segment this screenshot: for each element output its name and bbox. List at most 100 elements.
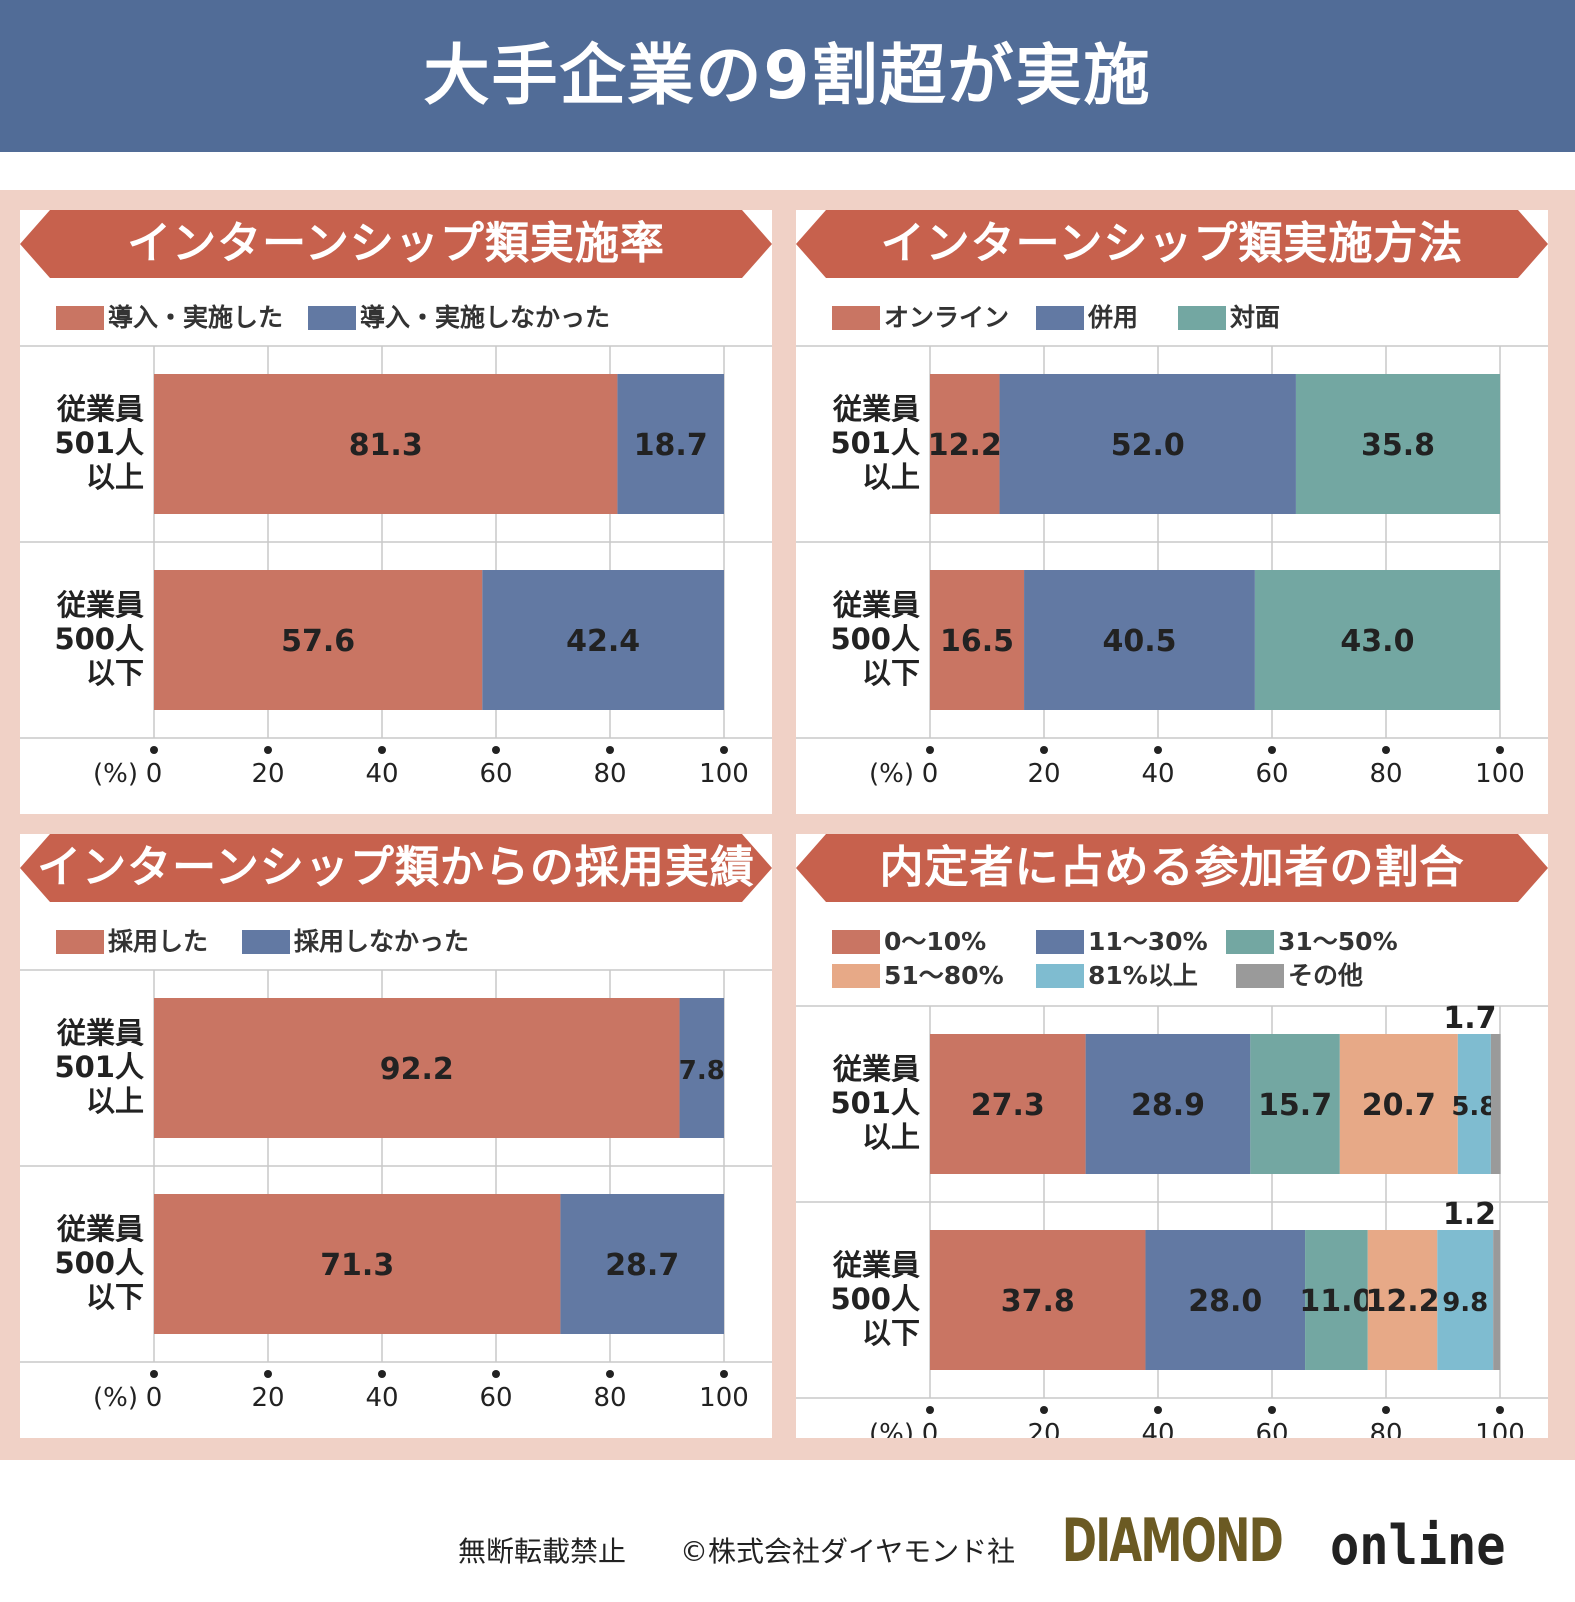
bar-segment xyxy=(1305,1230,1368,1370)
bar-segment xyxy=(482,570,724,710)
tick-label: 40 xyxy=(365,759,398,789)
row-label-line: 従業員 xyxy=(832,1248,920,1282)
data-label: 12.2 xyxy=(1366,1284,1440,1319)
copyright-text: ©株式会社ダイヤモンド社 xyxy=(680,1535,1016,1568)
data-label: 81.3 xyxy=(349,428,423,463)
chart-panel: インターンシップ類実施率 導入・実施した 導入・実施しなかった 81.3 18.7 57.… xyxy=(20,210,772,814)
tick-dot xyxy=(492,746,500,754)
row-label-line: 以下 xyxy=(861,656,920,690)
bar-segment xyxy=(154,570,483,710)
tick-dot xyxy=(150,1370,158,1378)
legend-label: 51〜80% xyxy=(884,961,1004,990)
banner-shape xyxy=(796,834,1548,902)
row-label-line: 500人 xyxy=(830,1282,920,1316)
tick-label: 100 xyxy=(1475,759,1525,789)
data-label: 28.7 xyxy=(605,1248,679,1283)
bar-segment xyxy=(1250,1034,1340,1174)
tick-dot xyxy=(606,1370,614,1378)
data-label: 12.2 xyxy=(928,428,1002,463)
tick-label: 100 xyxy=(699,759,749,789)
legend-label: その他 xyxy=(1288,961,1364,990)
banner-shape xyxy=(20,210,772,278)
chart-title-banner: インターンシップ類実施率 xyxy=(20,210,772,278)
legend-swatch xyxy=(56,306,104,330)
legend-swatch xyxy=(1178,306,1226,330)
tick-label: 80 xyxy=(593,759,626,789)
data-label: 40.5 xyxy=(1102,624,1176,659)
chart-legend: 0〜10% 11〜30% 31〜50% 51〜80% 81%以上 その他 xyxy=(832,928,1532,1008)
tick-dot xyxy=(1268,746,1276,754)
legend-label: 導入・実施しなかった xyxy=(360,303,611,332)
bar-segment xyxy=(999,374,1296,514)
bar-segment xyxy=(1024,570,1255,710)
legend-swatch xyxy=(832,964,880,988)
tick-label: 20 xyxy=(1027,759,1060,789)
bar-segment xyxy=(1493,1230,1500,1370)
chart-title-banner: インターンシップ類からの採用実績 xyxy=(20,834,772,902)
row-label: 従業員 500人 以下 xyxy=(28,588,144,690)
data-label: 35.8 xyxy=(1361,428,1435,463)
bar-segment xyxy=(1490,1034,1501,1174)
banner-shape xyxy=(20,834,772,902)
chart-plot: 92.2 7.8 71.3 28.7 0 20 40 60 80 100 (%) xyxy=(20,969,772,1413)
row-label-line: 以上 xyxy=(861,460,920,494)
chart-plot: 27.3 28.9 15.7 20.7 5.8 1.7 37.8 28.0 11.012.2 9.… xyxy=(796,1001,1548,1438)
data-label: 71.3 xyxy=(320,1248,394,1283)
row-label-line: 以下 xyxy=(861,1316,920,1350)
row-label-line: 従業員 xyxy=(56,392,144,426)
bar-segment xyxy=(1437,1230,1494,1370)
bar-segment xyxy=(1145,1230,1306,1370)
tick-dot xyxy=(606,746,614,754)
data-label: 37.8 xyxy=(1001,1284,1075,1319)
tick-label: 20 xyxy=(251,1383,284,1413)
chart-legend: 採用した 採用しなかった xyxy=(56,928,756,1008)
chart-panel: インターンシップ類実施方法 オンライン 併用 対面 12.2 52.0 35.8 16.5 40… xyxy=(796,210,1548,814)
row-label: 従業員 500人 以下 xyxy=(804,1248,920,1350)
data-label: 28.0 xyxy=(1188,1284,1262,1319)
data-label: 1.2 xyxy=(1443,1197,1496,1232)
legend-swatch xyxy=(1236,964,1284,988)
row-label-line: 以上 xyxy=(85,1084,144,1118)
row-label-line: 従業員 xyxy=(56,1212,144,1246)
data-label: 52.0 xyxy=(1111,428,1185,463)
tick-dot xyxy=(1496,746,1504,754)
tick-label: 0 xyxy=(922,759,939,789)
tick-label: 60 xyxy=(479,759,512,789)
row-label-line: 501人 xyxy=(830,1086,920,1120)
legend-swatch xyxy=(308,306,356,330)
tick-dot xyxy=(926,746,934,754)
banner-shape xyxy=(796,210,1548,278)
tick-dot xyxy=(926,1406,934,1414)
banner-arrow xyxy=(796,210,1548,278)
data-label: 92.2 xyxy=(380,1052,454,1087)
data-label: 20.7 xyxy=(1362,1088,1436,1123)
page-title: 大手企業の9割超が実施 xyxy=(423,37,1152,114)
chart-panel: インターンシップ類からの採用実績 採用した 採用しなかった 92.2 7.8 71.3 28… xyxy=(20,834,772,1438)
legend-swatch xyxy=(1036,306,1084,330)
row-label-line: 500人 xyxy=(54,622,144,656)
row-label: 従業員 500人 以下 xyxy=(804,588,920,690)
row-label-line: 従業員 xyxy=(56,1016,144,1050)
axis-unit: (%) xyxy=(869,759,914,789)
row-label-line: 以上 xyxy=(85,460,144,494)
row-label-line: 以下 xyxy=(85,1280,144,1314)
banner-arrow xyxy=(796,834,1548,902)
tick-label: 20 xyxy=(251,759,284,789)
data-label: 15.7 xyxy=(1258,1088,1332,1123)
chart-title: インターンシップ類実施率 xyxy=(127,218,665,269)
row-label-line: 以下 xyxy=(85,656,144,690)
bar-segment xyxy=(1367,1230,1438,1370)
tick-dot xyxy=(378,746,386,754)
chart-panel: 内定者に占める参加者の割合 0〜10% 11〜30% 31〜50% 51〜80% 81%以… xyxy=(796,834,1548,1438)
bar-segment xyxy=(154,374,618,514)
tick-label: 60 xyxy=(479,1383,512,1413)
logo-online: online xyxy=(1330,1514,1506,1577)
legend-swatch xyxy=(1036,964,1084,988)
tick-label: 40 xyxy=(365,1383,398,1413)
legend-swatch xyxy=(832,306,880,330)
footer-note: 無断転載禁止 xyxy=(458,1535,627,1568)
data-label: 16.5 xyxy=(940,624,1014,659)
legend-label: 採用しなかった xyxy=(294,927,470,956)
row-label-line: 従業員 xyxy=(832,588,920,622)
legend-label: 31〜50% xyxy=(1278,927,1398,956)
